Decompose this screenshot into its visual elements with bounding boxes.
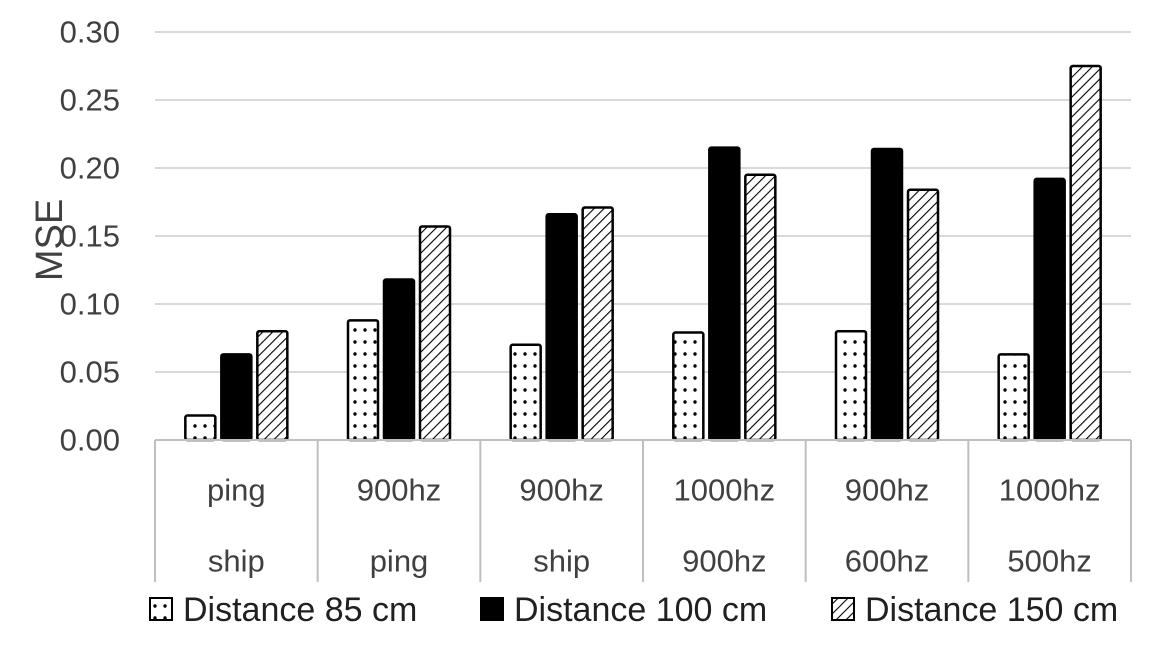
bar-hatch-4	[906, 188, 940, 442]
bar-hatch-3	[744, 173, 777, 442]
bar-solid-1	[382, 278, 416, 442]
bar-hatch-2	[581, 206, 614, 442]
legend-swatch-hatch	[831, 597, 855, 621]
y-tick-label: 0.10	[60, 287, 120, 322]
legend-label: Distance 85 cm	[183, 591, 417, 629]
y-tick-label: 0.25	[60, 83, 120, 118]
legend: Distance 85 cm Distance 100 cm Distance 15…	[149, 591, 1118, 629]
x-category-label: ping	[370, 544, 429, 579]
bar-solid-4	[870, 147, 904, 442]
legend-swatch-dots	[149, 597, 173, 621]
bar-dots-1	[346, 319, 380, 442]
legend-swatch-solid	[480, 597, 504, 621]
bar-solid-3	[708, 146, 741, 442]
bars	[184, 64, 1102, 442]
x-category-label: ping	[207, 473, 266, 508]
y-axis-ticks: 0.00 0.05 0.10 0.15 0.20 0.25 0.30	[60, 15, 120, 458]
category-labels: ping ship 900hz ping 900hz ship 1000hz 900hz 900…	[207, 473, 1100, 579]
x-category-label: 500hz	[1007, 544, 1091, 579]
x-category-label: 900hz	[682, 544, 766, 579]
bar-hatch-5	[1069, 64, 1102, 442]
bar-dots-4	[834, 329, 868, 442]
bar-dots-2	[509, 343, 542, 442]
x-category-label: 1000hz	[673, 473, 775, 508]
bar-dots-3	[672, 331, 705, 442]
gridlines	[155, 31, 1131, 373]
x-category-label: 1000hz	[999, 473, 1101, 508]
x-category-label: ship	[533, 544, 590, 579]
y-tick-label: 0.00	[60, 423, 120, 458]
y-axis-title: MSE	[29, 199, 71, 281]
bar-solid-0	[220, 353, 253, 442]
x-axis	[154, 439, 1132, 582]
legend-label: Distance 150 cm	[865, 591, 1118, 629]
y-tick-label: 0.05	[60, 355, 120, 390]
legend-label: Distance 100 cm	[514, 591, 767, 629]
y-tick-label: 0.30	[60, 15, 120, 50]
x-category-label: 900hz	[845, 473, 929, 508]
bar-hatch-0	[256, 329, 289, 442]
x-category-label: ship	[208, 544, 265, 579]
x-category-label: 900hz	[519, 473, 603, 508]
y-tick-label: 0.20	[60, 151, 120, 186]
x-category-label: 600hz	[845, 544, 929, 579]
bar-dots-0	[184, 414, 217, 442]
x-category-label: 900hz	[357, 473, 441, 508]
bar-solid-5	[1033, 177, 1066, 442]
bar-dots-5	[997, 353, 1030, 442]
bar-hatch-1	[418, 225, 452, 442]
bar-solid-2	[545, 212, 578, 442]
y-tick-label: 0.15	[60, 219, 120, 254]
